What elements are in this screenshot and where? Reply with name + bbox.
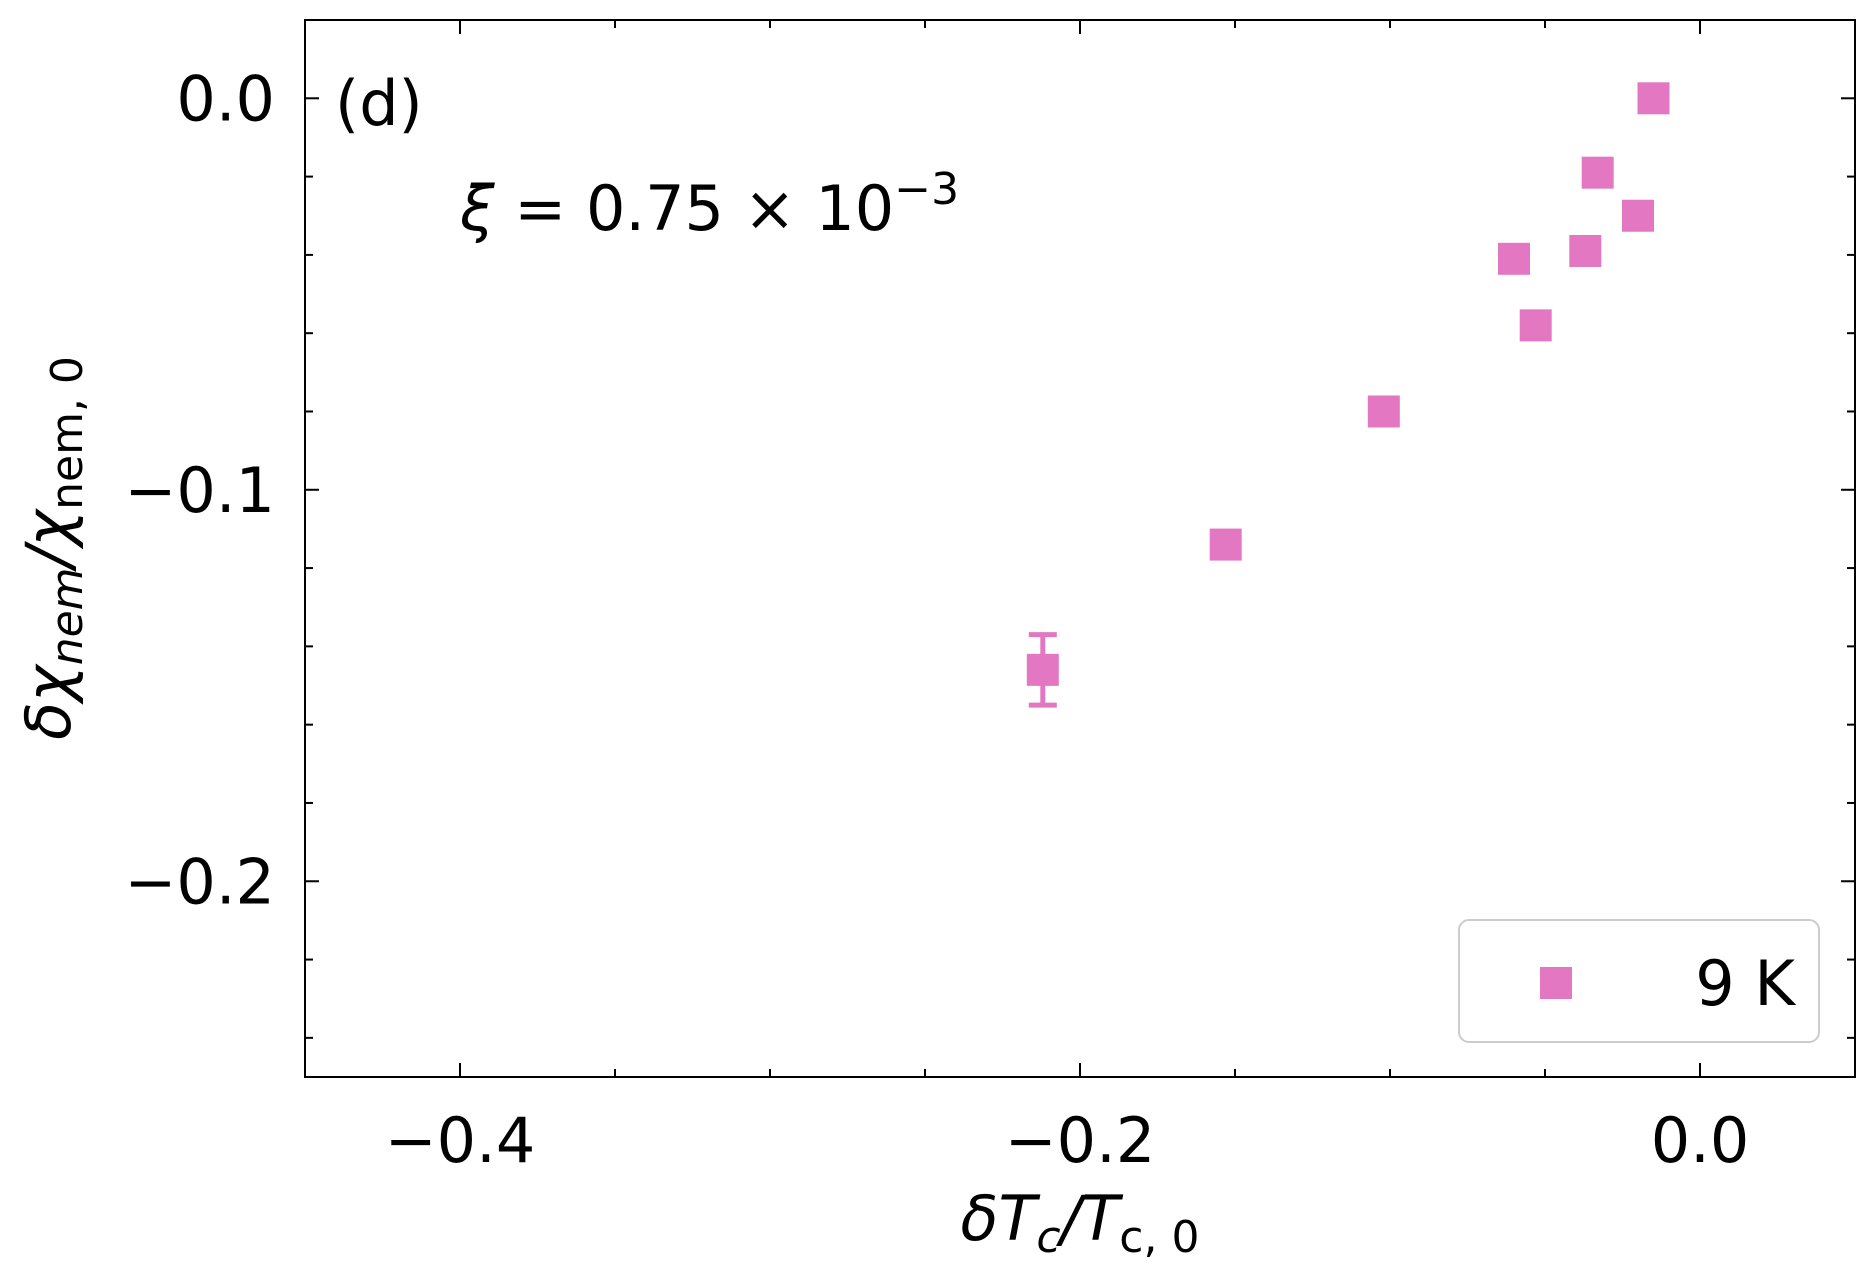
data-point xyxy=(1569,234,1602,267)
data-point xyxy=(1637,82,1670,115)
panel-label: (d) xyxy=(335,67,423,140)
y-tick-label: −0.2 xyxy=(124,845,275,918)
data-points xyxy=(1026,82,1670,708)
y-tick-label: −0.1 xyxy=(124,454,275,527)
data-point xyxy=(1498,242,1530,275)
legend: 9 K xyxy=(1458,919,1820,1043)
data-point xyxy=(1026,653,1059,686)
x-axis-label-slash: /T xyxy=(1056,1182,1124,1255)
legend-marker xyxy=(1540,967,1572,999)
y-axis-label-sub2: nem, 0 xyxy=(42,356,93,510)
x-axis-label: δTc/Tc, 0 xyxy=(961,1182,1200,1263)
xi-value: = 0.75 × 10 xyxy=(495,172,895,245)
legend-box xyxy=(1458,919,1820,1043)
plot-area xyxy=(304,19,1856,1078)
x-axis-label-main: δT xyxy=(961,1182,1041,1255)
data-point xyxy=(1367,395,1400,428)
xi-exponent: −3 xyxy=(894,164,959,215)
xi-annotation: ξ = 0.75 × 10−3 xyxy=(459,164,959,245)
data-point xyxy=(1209,528,1242,561)
y-axis-label-slash: /χ xyxy=(12,508,85,573)
x-tick-label: 0.0 xyxy=(1651,1104,1750,1177)
axis-ticks xyxy=(305,20,1856,1077)
data-point xyxy=(1622,199,1654,232)
data-point xyxy=(1581,156,1614,189)
y-axis-label: δχnem/χnem, 0 xyxy=(12,356,93,740)
x-tick-label: −0.2 xyxy=(1005,1104,1156,1177)
data-point xyxy=(1519,309,1552,342)
legend-label: 9 K xyxy=(1695,947,1796,1020)
xi-symbol: ξ xyxy=(459,172,495,245)
y-tick-label: 0.0 xyxy=(176,62,275,135)
y-axis-label-main: δχ xyxy=(12,663,85,740)
x-tick-label: −0.4 xyxy=(385,1104,536,1177)
y-axis-label-sub1: nem xyxy=(42,567,93,665)
x-axis-label-sub2: c, 0 xyxy=(1119,1212,1199,1263)
x-axis-label-sub1: c xyxy=(1036,1212,1060,1263)
